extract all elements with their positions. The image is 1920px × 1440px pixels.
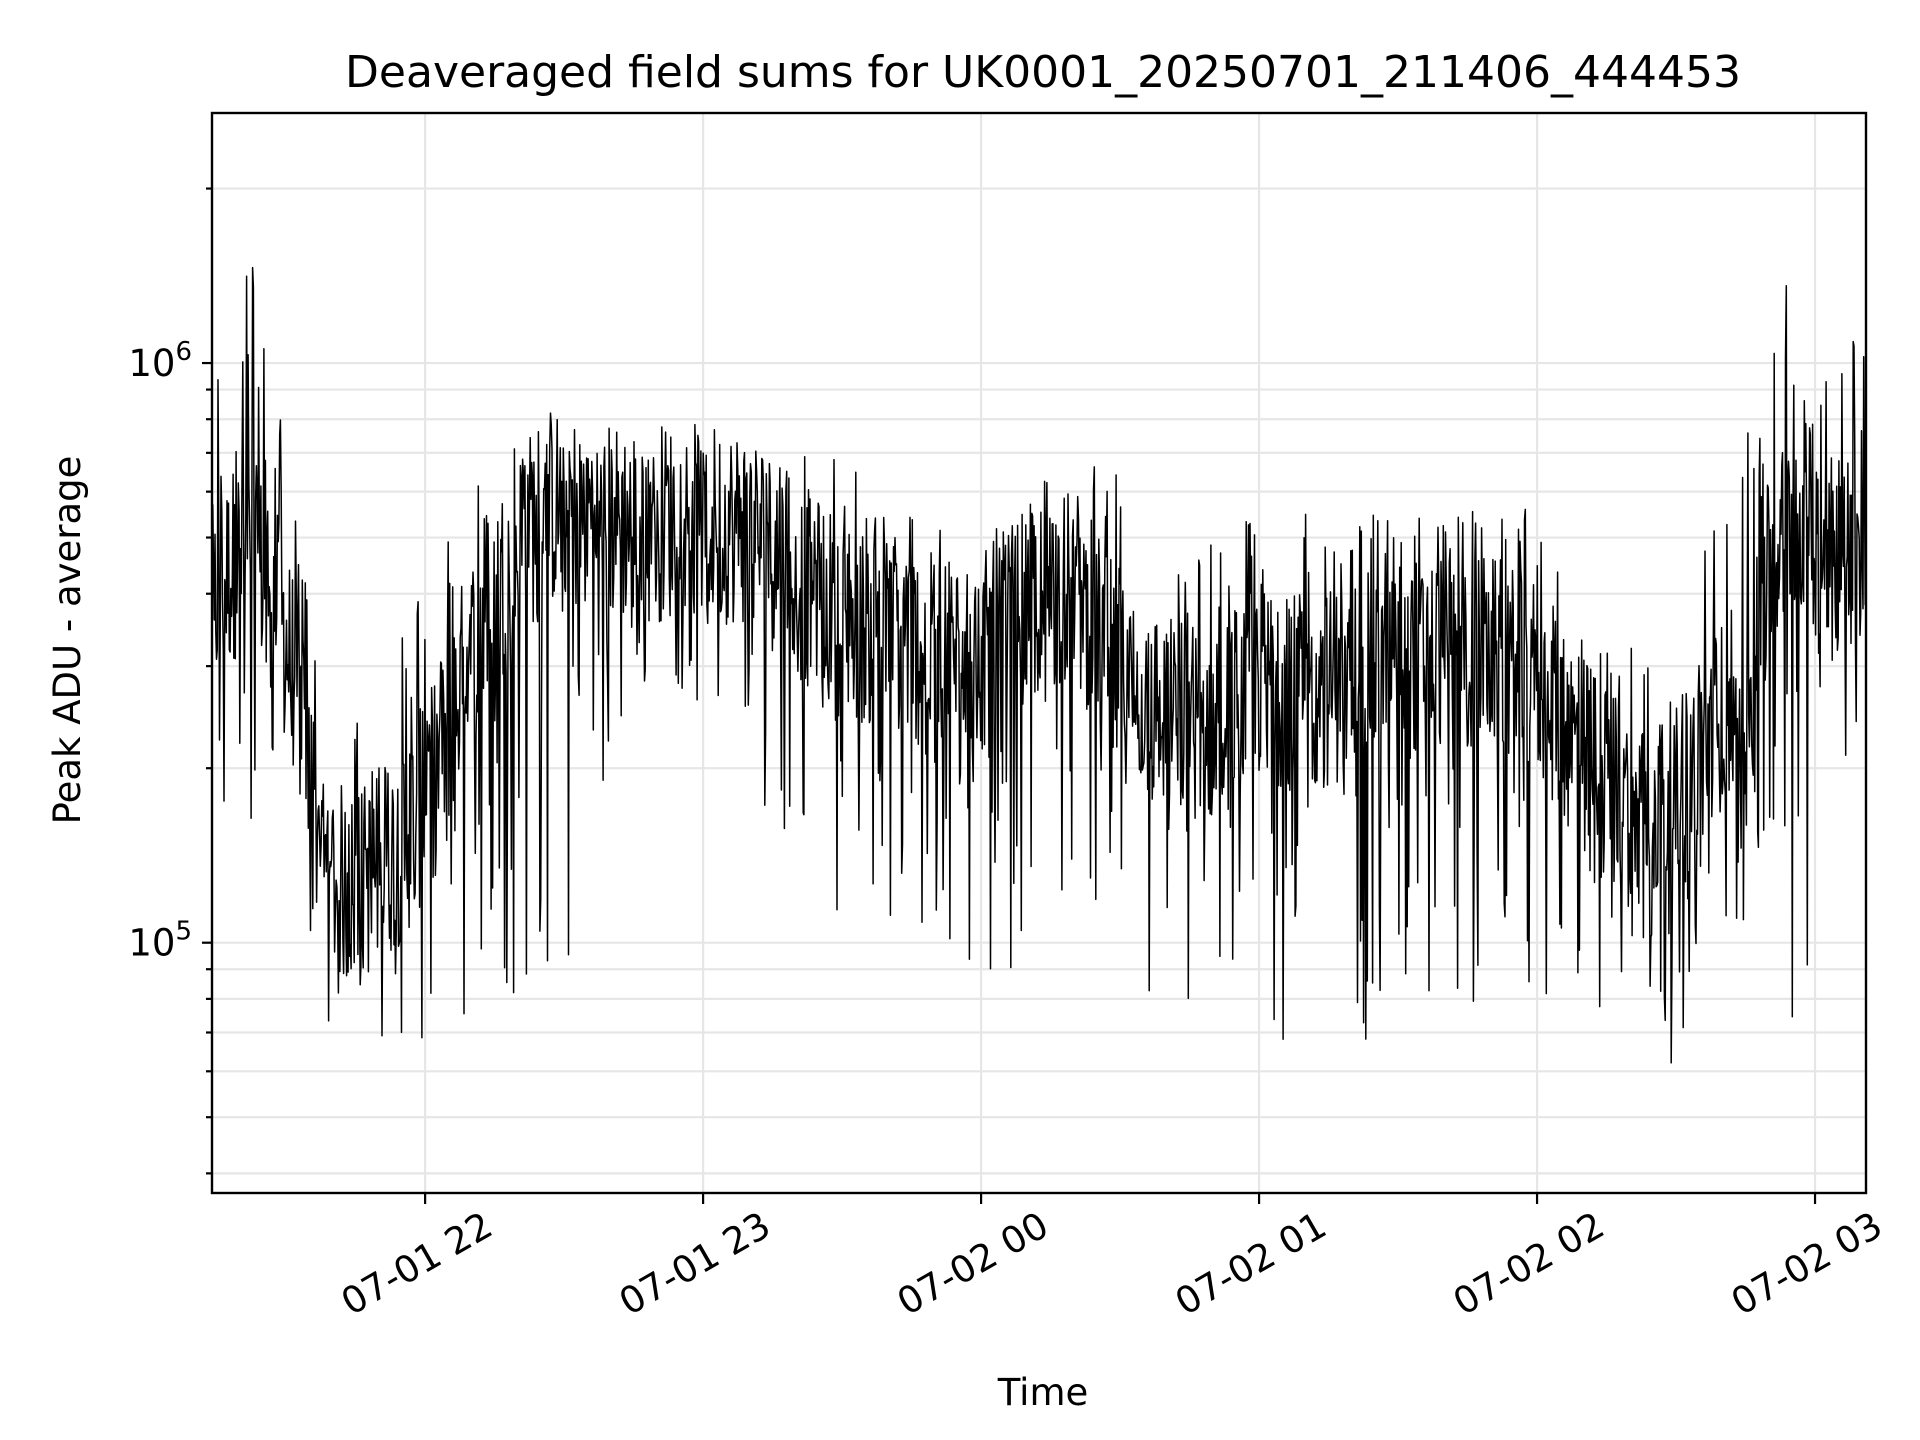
- y-tick-label: 105: [128, 917, 192, 965]
- x-tick-label: 07-02 00: [890, 1204, 1056, 1324]
- x-axis-label: Time: [997, 1371, 1089, 1414]
- x-tick-label: 07-02 03: [1724, 1204, 1890, 1324]
- chart-title: Deaveraged field sums for UK0001_2025070…: [345, 47, 1741, 98]
- plot-frame: [210, 111, 1868, 1195]
- y-tick-label: 106: [128, 337, 192, 385]
- x-axis-ticks: 07-01 22 07-01 23 07-02 00 07-02 01 07-02 02…: [334, 1193, 1890, 1324]
- x-tick-label: 07-02 02: [1446, 1204, 1612, 1324]
- x-tick-label: 07-01 22: [334, 1204, 500, 1324]
- y-axis-label: Peak ADU - average: [46, 456, 89, 825]
- x-tick-label: 07-02 01: [1168, 1204, 1334, 1324]
- series-line: [211, 266, 1867, 1064]
- series: [211, 266, 1867, 1064]
- y-axis-ticks: 105 106: [128, 187, 212, 1175]
- x-tick-label: 07-01 23: [612, 1204, 778, 1324]
